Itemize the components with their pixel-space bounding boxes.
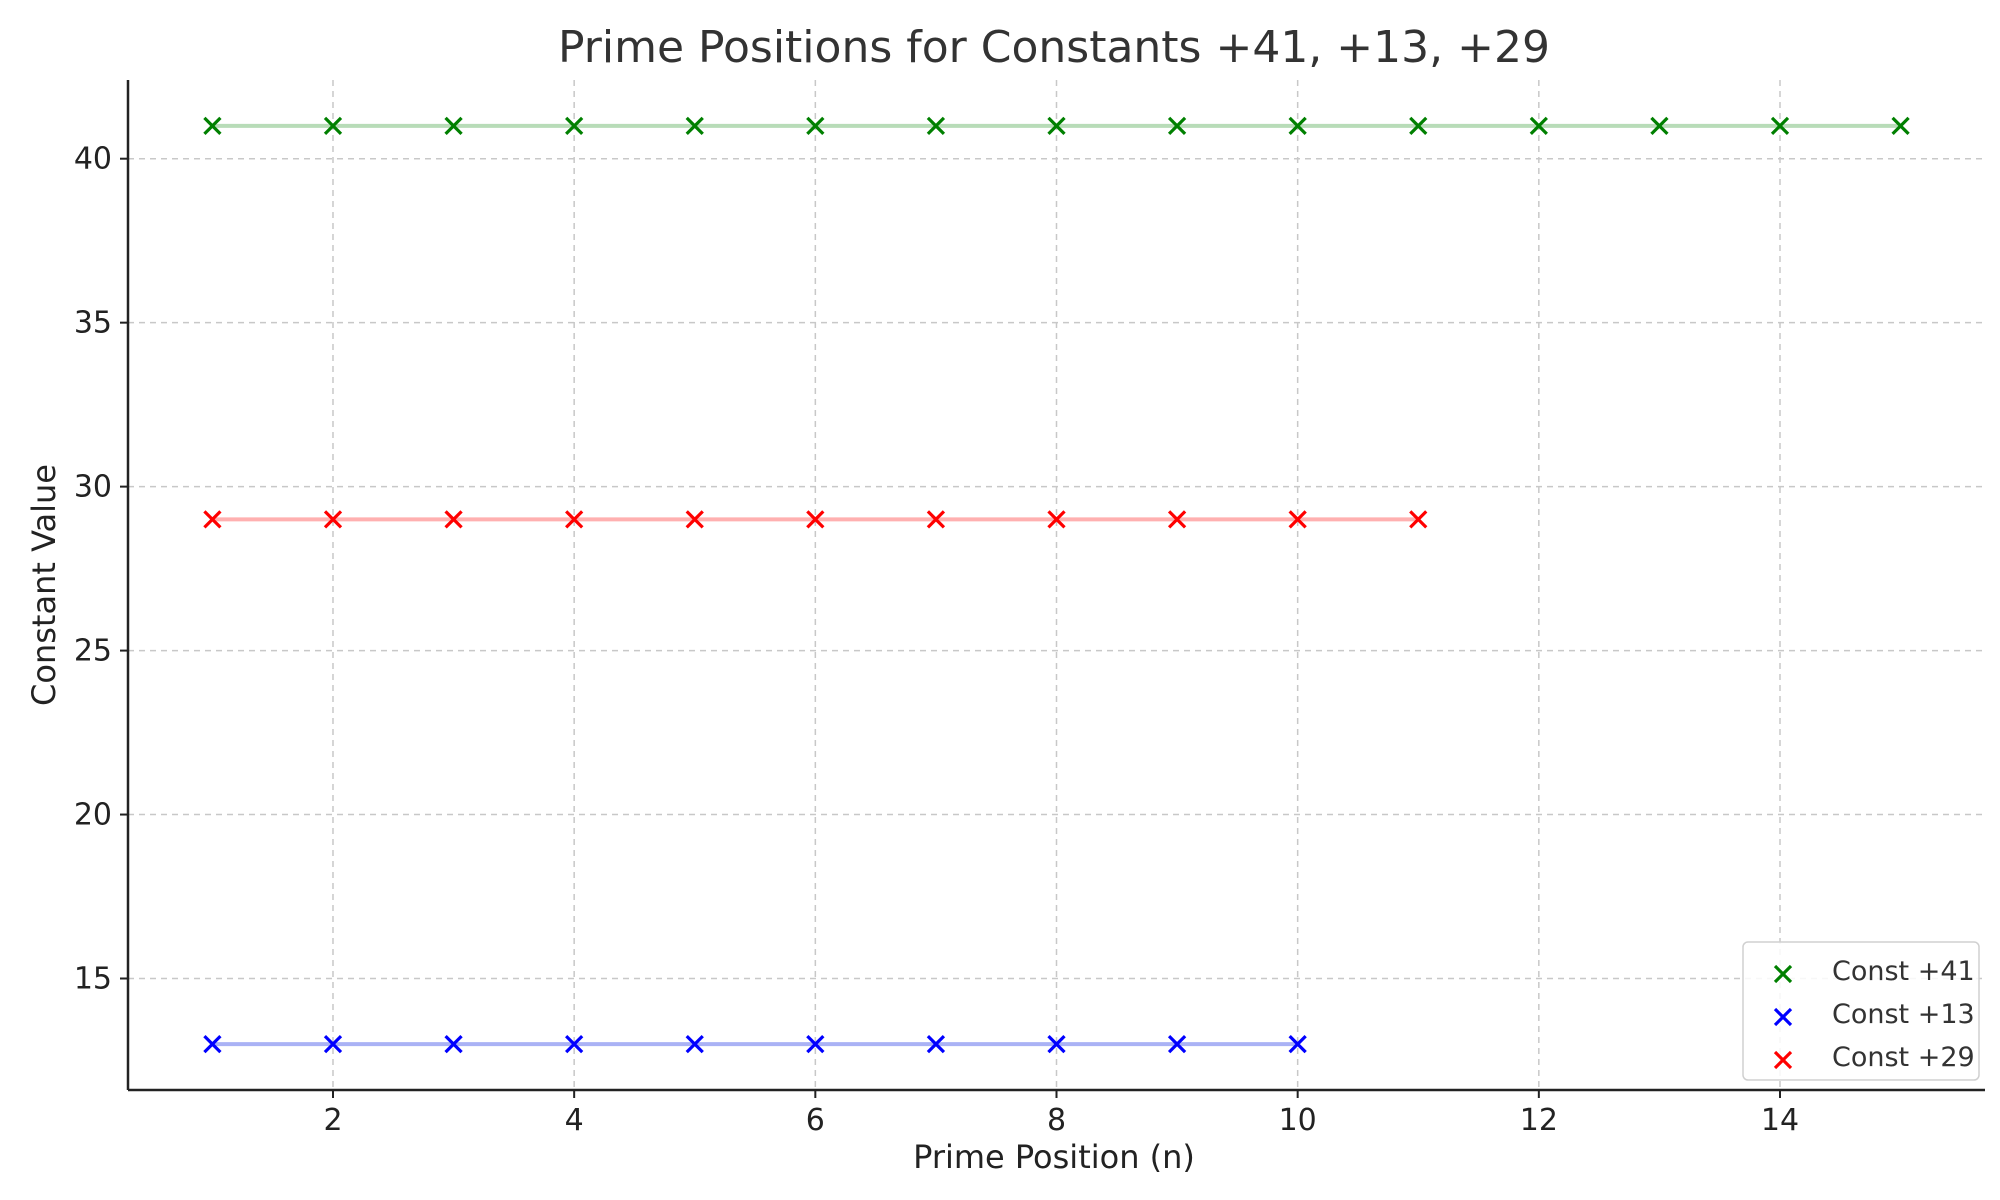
data-point [1167, 510, 1187, 529]
legend-label: Const +41 [1832, 956, 1975, 987]
legend-marker [1773, 964, 1793, 984]
data-point [1288, 116, 1307, 136]
data-point [1167, 116, 1187, 136]
data-point [565, 1034, 584, 1054]
y-tick-label: 40 [74, 142, 112, 177]
data-point [926, 1034, 946, 1054]
data-point [806, 116, 825, 136]
data-point [1770, 116, 1790, 136]
data-point [1047, 116, 1066, 136]
y-tick-label: 25 [74, 634, 112, 669]
y-tick-label: 30 [74, 470, 112, 505]
data-point [444, 1034, 463, 1054]
tick-labels: 2 4 6 8 10 12 14 15 20 25 30 35 40 [74, 142, 1799, 1138]
data-point [1288, 1034, 1307, 1054]
x-tick-label: 4 [565, 1103, 584, 1138]
data-point [203, 510, 222, 529]
data-point [685, 510, 704, 529]
data-point [323, 116, 343, 136]
data-point [1409, 510, 1428, 529]
x-tick-label: 10 [1279, 1103, 1317, 1138]
grid-lines [128, 80, 1985, 1090]
data-point [1288, 510, 1307, 529]
x-tick-label: 12 [1520, 1103, 1558, 1138]
data-point [1047, 510, 1066, 529]
x-tick-label: 2 [323, 1103, 342, 1138]
data-point [806, 1034, 825, 1054]
data-point [323, 510, 343, 529]
legend-label: Const +29 [1832, 1042, 1975, 1073]
data-point [565, 116, 584, 136]
y-tick-label: 20 [74, 798, 112, 833]
axes [120, 80, 1985, 1098]
y-tick-label: 15 [74, 962, 112, 997]
data-point [1167, 1034, 1187, 1054]
data-point [806, 510, 825, 529]
legend-box [1742, 941, 1980, 1081]
x-tick-label: 14 [1761, 1103, 1799, 1138]
data-point [203, 116, 222, 136]
x-tick-label: 8 [1047, 1103, 1066, 1138]
x-tick-label: 6 [806, 1103, 825, 1138]
y-axis-label: Constant Value [25, 464, 63, 706]
data-point [565, 510, 584, 529]
legend-marker [1773, 1007, 1793, 1027]
data-point [444, 510, 463, 529]
legend: Const +41 Const +13 Const +29 [1742, 941, 1980, 1081]
chart-title: Prime Positions for Constants +41, +13, … [558, 22, 1550, 73]
data-point [685, 116, 704, 136]
data-point [203, 1034, 222, 1054]
x-axis-label: Prime Position (n) [913, 1138, 1195, 1176]
data-point [323, 1034, 343, 1054]
legend-marker [1773, 1050, 1793, 1070]
data-point [1529, 116, 1548, 136]
data-point [685, 1034, 704, 1054]
data-point [1891, 116, 1910, 136]
y-tick-label: 35 [74, 306, 112, 341]
data-points [203, 116, 1910, 1054]
data-point [1650, 116, 1669, 136]
data-point [926, 510, 946, 529]
data-point [926, 116, 946, 136]
data-point [1409, 116, 1428, 136]
data-point [444, 116, 463, 136]
legend-label: Const +13 [1832, 999, 1975, 1030]
data-point [1047, 1034, 1066, 1054]
